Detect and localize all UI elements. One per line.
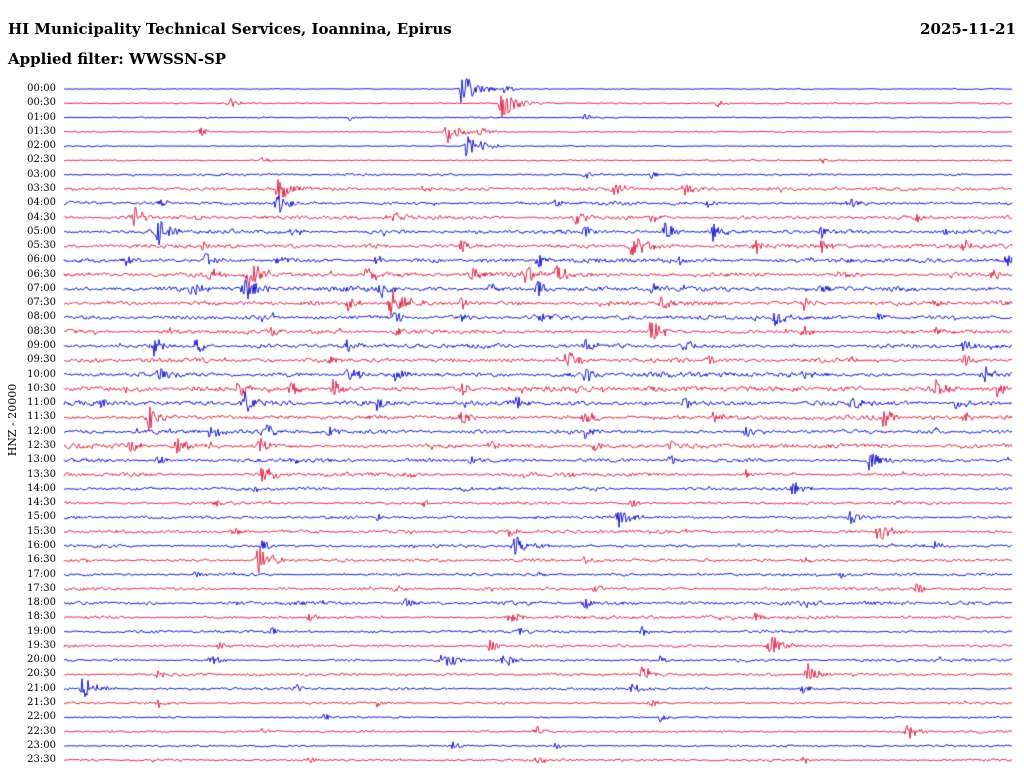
date-label: 2025-11-21 bbox=[920, 20, 1016, 38]
time-label: 04:00 bbox=[27, 197, 56, 209]
time-label: 05:30 bbox=[27, 240, 56, 252]
time-label: 04:30 bbox=[27, 211, 56, 223]
time-label: 13:00 bbox=[27, 454, 56, 466]
time-label: 11:00 bbox=[27, 397, 56, 409]
time-label: 17:30 bbox=[27, 582, 56, 594]
time-label: 14:30 bbox=[27, 497, 56, 509]
time-label: 20:00 bbox=[27, 654, 56, 666]
time-label: 16:30 bbox=[27, 554, 56, 566]
time-label: 22:00 bbox=[27, 711, 56, 723]
time-label: 18:30 bbox=[27, 611, 56, 623]
time-label: 18:00 bbox=[27, 597, 56, 609]
time-label: 19:30 bbox=[27, 639, 56, 651]
time-label: 20:30 bbox=[27, 668, 56, 680]
time-label: 17:00 bbox=[27, 568, 56, 580]
page-title: HI Municipality Technical Services, Ioan… bbox=[8, 20, 452, 38]
time-label: 06:30 bbox=[27, 268, 56, 280]
time-label: 06:00 bbox=[27, 254, 56, 266]
time-label: 01:30 bbox=[27, 125, 56, 137]
time-label: 09:30 bbox=[27, 354, 56, 366]
time-label: 08:30 bbox=[27, 325, 56, 337]
time-label: 08:00 bbox=[27, 311, 56, 323]
time-label: 12:30 bbox=[27, 440, 56, 451]
time-label: 00:00 bbox=[27, 83, 56, 94]
time-label: 11:30 bbox=[27, 411, 56, 423]
time-label: 05:00 bbox=[27, 225, 56, 237]
time-label: 09:00 bbox=[27, 340, 56, 352]
time-label: 01:00 bbox=[27, 111, 56, 123]
time-label: 10:00 bbox=[27, 368, 56, 380]
time-label: 12:00 bbox=[27, 425, 56, 437]
time-label: 00:30 bbox=[27, 97, 56, 109]
time-label: 13:30 bbox=[27, 468, 56, 480]
time-label: 23:00 bbox=[27, 739, 56, 751]
time-label: 02:30 bbox=[27, 154, 56, 166]
filter-label: Applied filter: WWSSN-SP bbox=[8, 50, 227, 68]
time-label: 10:30 bbox=[27, 382, 56, 394]
time-label: 03:30 bbox=[27, 182, 56, 194]
time-label: 07:00 bbox=[27, 282, 56, 294]
time-label: 21:00 bbox=[27, 682, 56, 694]
time-label: 23:30 bbox=[27, 754, 56, 766]
time-label: 02:00 bbox=[27, 140, 56, 152]
time-label: 16:00 bbox=[27, 539, 56, 551]
time-label: 15:30 bbox=[27, 525, 56, 537]
time-label: 15:00 bbox=[27, 511, 56, 523]
time-label: 07:30 bbox=[27, 297, 56, 309]
time-label: 21:30 bbox=[27, 697, 56, 709]
time-label: 14:00 bbox=[27, 482, 56, 494]
time-label: 19:00 bbox=[27, 625, 56, 637]
time-label: 22:30 bbox=[27, 725, 56, 737]
time-label: 03:00 bbox=[27, 168, 56, 180]
